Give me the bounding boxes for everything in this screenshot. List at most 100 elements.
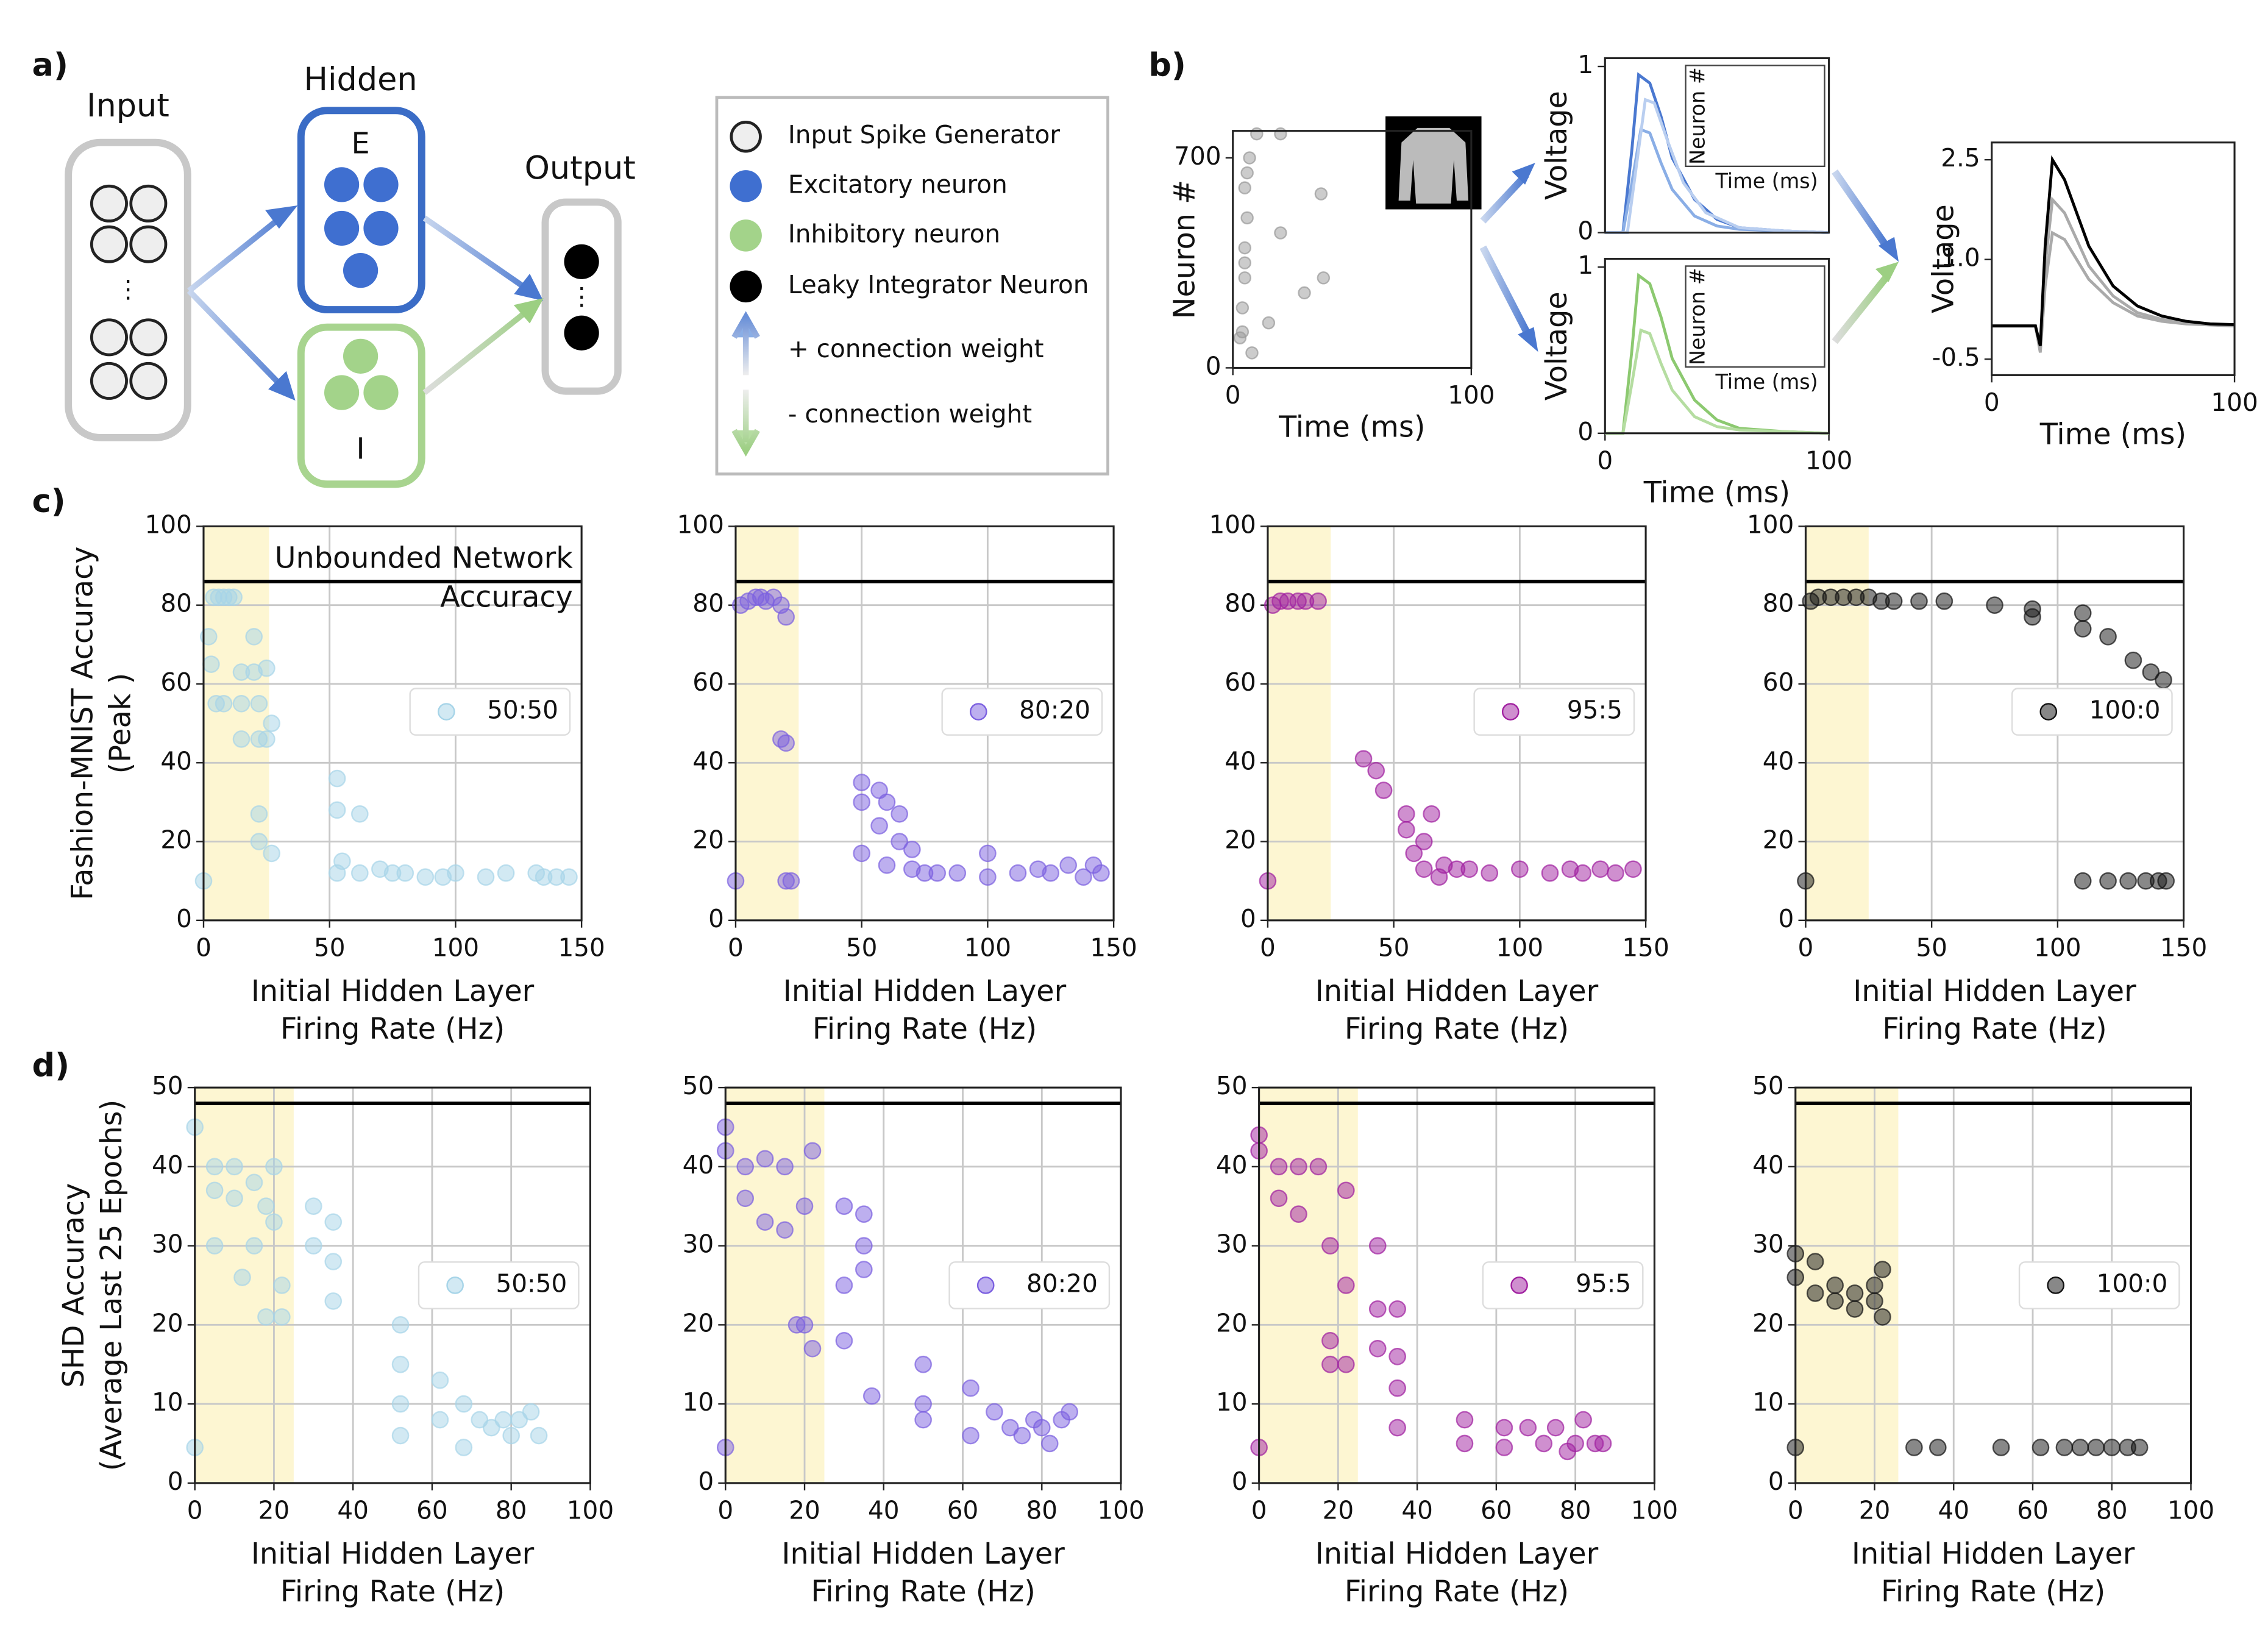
point: [1905, 1439, 1923, 1456]
point: [1519, 1419, 1537, 1437]
y-axis-label: (Average Last 25 Epochs): [95, 1100, 129, 1471]
y-tick-label: 0: [176, 904, 192, 933]
chart: 0 20 40 60 80 100 0 10 20 30 40 50 Initial Hidden La…: [683, 1071, 1145, 1609]
legend-marker: [2039, 703, 2058, 721]
x-tick-label: 100: [1805, 446, 1852, 475]
y-tick-label: 40: [1752, 1150, 1784, 1180]
point: [1321, 1237, 1339, 1255]
point: [396, 864, 414, 882]
x-tick-label: 50: [846, 933, 878, 963]
point: [1238, 181, 1251, 194]
axes-frame: [734, 525, 1115, 922]
point: [351, 805, 369, 823]
point: [1511, 860, 1529, 878]
x-tick-label: 20: [1859, 1496, 1891, 1525]
point: [265, 1213, 283, 1231]
y-tick-label: 40: [160, 746, 192, 775]
point: [494, 1411, 513, 1429]
point: [1566, 1434, 1584, 1453]
point: [986, 1403, 1003, 1421]
y-tick-label: 80: [160, 589, 192, 618]
legend-marker: [2047, 1276, 2065, 1294]
hidden-label: Hidden: [304, 61, 417, 98]
point: [1321, 1355, 1339, 1373]
y-tick-label: 10: [1216, 1387, 1248, 1417]
point: [1874, 1308, 1891, 1326]
y-tick-label: 0: [1768, 1467, 1784, 1496]
chart: 0 100 0 700 Time (ms) Neuron #: [1168, 127, 1495, 444]
point: [1243, 151, 1256, 165]
point: [471, 1411, 489, 1429]
inhibitory-label: I: [357, 432, 365, 466]
point: [232, 694, 251, 713]
x-axis-label: Initial Hidden Layer: [781, 1537, 1065, 1571]
x-tick-label: 20: [1323, 1496, 1354, 1525]
point: [2074, 620, 2092, 638]
x-axis-label: Initial Hidden Layer: [1315, 975, 1599, 1008]
y-tick-label: 20: [160, 825, 192, 855]
y-tick-label: 0: [708, 904, 724, 933]
legend-icon: [730, 219, 762, 252]
y-tick-label: 100: [1747, 510, 1794, 539]
y-tick-label: 1: [1577, 50, 1593, 79]
x-axis-label: Time (ms): [1278, 411, 1425, 444]
point: [431, 1371, 449, 1389]
point: [215, 694, 233, 713]
point: [878, 856, 896, 874]
x-tick-label: 0: [1798, 933, 1814, 963]
x-tick-label: 0: [728, 933, 744, 963]
point: [245, 628, 263, 646]
point: [1042, 864, 1060, 882]
legend-icon: [730, 120, 762, 153]
inset-x-label: Time (ms): [1715, 370, 1818, 394]
point: [202, 655, 220, 673]
y-tick-label: 10: [683, 1387, 714, 1417]
point: [1415, 860, 1433, 878]
output-neurons: [564, 244, 599, 351]
point: [263, 714, 280, 732]
point: [199, 628, 218, 646]
point: [2087, 1439, 2105, 1456]
legend-label: 100:0: [2097, 1269, 2168, 1298]
chart: 0 20 40 60 80 100 0 10 20 30 40 50 Initial Hidden La…: [57, 1071, 614, 1609]
point: [1423, 805, 1440, 823]
point: [853, 774, 870, 791]
point: [1935, 592, 1953, 610]
x-tick-label: 150: [1622, 933, 1669, 963]
x-tick-label: 40: [1938, 1496, 1969, 1525]
x-axis-label: Initial Hidden Layer: [251, 975, 535, 1008]
x-tick-label: 0: [196, 933, 212, 963]
point: [258, 730, 276, 748]
point: [328, 769, 346, 788]
point: [1238, 271, 1251, 285]
point: [258, 659, 276, 677]
point: [979, 868, 997, 886]
x-tick-label: 100: [2211, 388, 2258, 417]
y-tick-label: 0: [1779, 904, 1794, 933]
chart: 0 20 40 60 80 100 0 10 20 30 40 50 Initial Hidden La…: [1752, 1071, 2214, 1609]
point: [1388, 1379, 1407, 1397]
point: [1240, 211, 1254, 225]
point: [1001, 1419, 1019, 1437]
point: [226, 1158, 243, 1176]
line: [1605, 328, 1829, 435]
legend-label: 80:20: [1019, 696, 1090, 725]
arrow: [1878, 237, 1899, 262]
point: [1405, 844, 1423, 863]
inset-y-label: Neuron #: [1685, 268, 1709, 365]
y-axis-label: (Peak ): [104, 673, 137, 774]
point: [250, 694, 268, 713]
point: [1992, 1439, 2010, 1456]
point: [1415, 833, 1433, 850]
arrow: [1479, 245, 1533, 340]
y-axis-label: Voltage: [1540, 291, 1574, 401]
y-tick-label: 20: [683, 1308, 714, 1337]
point: [855, 1261, 873, 1278]
x-tick-label: 100: [1448, 380, 1495, 410]
x-tick-label: 60: [1481, 1496, 1512, 1525]
inset-x-label: Time (ms): [1715, 169, 1818, 193]
point: [1092, 864, 1110, 882]
ellipsis: ⋮: [569, 282, 594, 311]
point: [928, 864, 947, 882]
point: [890, 805, 909, 823]
